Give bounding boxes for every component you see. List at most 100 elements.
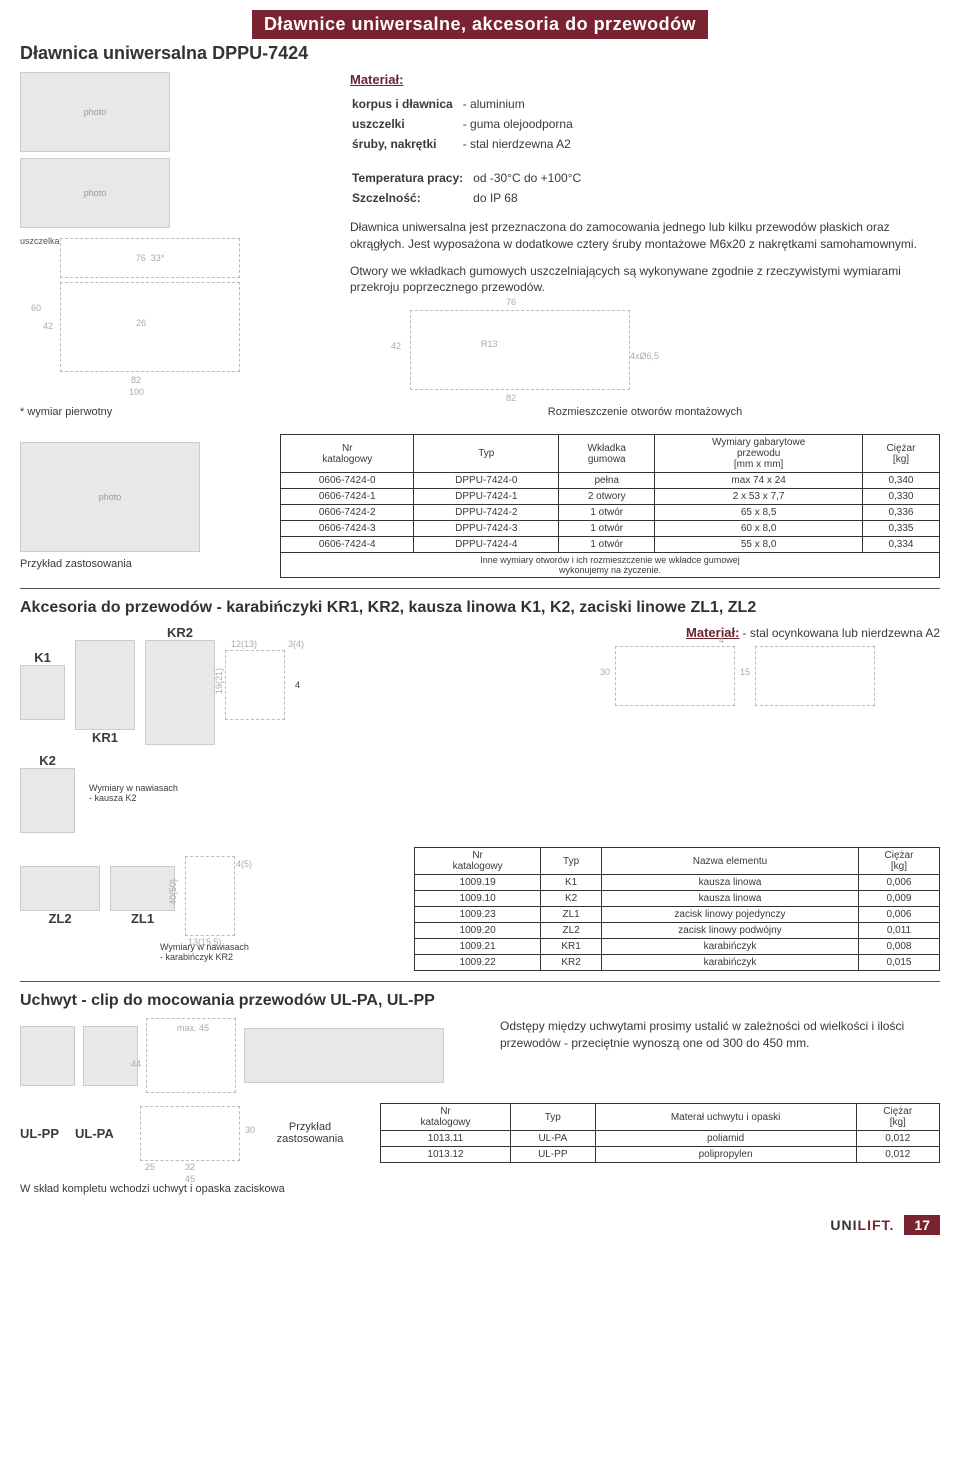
sec1-table-wrap: Nr katalogowy Typ Wkładka gumowa Wymiary… — [280, 434, 940, 578]
table-cell: 2 x 53 x 7,7 — [655, 489, 863, 505]
dim-26: 26 — [136, 318, 146, 328]
material-label: Materiał: — [350, 72, 940, 87]
table-cell: 1 otwór — [559, 505, 655, 521]
sec3-table-wrap: Nr katalogowy Typ Materał uchwytu i opas… — [380, 1103, 940, 1163]
dim-30c: 30 — [245, 1125, 255, 1135]
table-cell: max 74 x 24 — [655, 473, 863, 489]
table-cell: 1009.19 — [415, 875, 541, 891]
lbl-kr1: KR1 — [75, 730, 135, 745]
diagram-zl1: 30 4 — [615, 646, 735, 706]
table-cell: DPPU-7424-2 — [414, 505, 559, 521]
photo-zl1 — [110, 866, 175, 911]
dim-r13: R13 — [481, 339, 498, 349]
table-cell: 1 otwór — [559, 537, 655, 553]
dim-30: 30 — [600, 667, 610, 677]
dim-60: 60 — [31, 303, 41, 313]
diagram-kausza: 12(13) 3(4) 19(21) — [225, 650, 285, 720]
table-cell: K1 — [541, 875, 602, 891]
table-cell: KR2 — [541, 955, 602, 971]
table-cell: 0606-7424-1 — [281, 489, 414, 505]
temp-value: od -30°C do +100°C — [473, 169, 589, 187]
szcz-value: do IP 68 — [473, 189, 589, 207]
table-cell: poliamid — [595, 1131, 856, 1147]
temp-table: Temperatura pracy:od -30°C do +100°C Szc… — [350, 167, 591, 209]
table-cell: 0,336 — [862, 505, 939, 521]
sec2-right: Materiał: - stal ocynkowana lub nierdzew… — [550, 625, 940, 706]
lbl-zl1: ZL1 — [110, 911, 175, 926]
sec3-przyklad: Przykład zastosowania — [250, 1121, 370, 1145]
mat-r1c0: uszczelki — [352, 115, 461, 133]
dim-max45: max. 45 — [177, 1023, 209, 1033]
sec2-bottom-left: ZL2 ZL1 40(50) 4(5) 13(15,5) Wymiary w n… — [20, 856, 400, 962]
table-row: 0606-7424-1DPPU-7424-12 otwory2 x 53 x 7… — [281, 489, 940, 505]
table-row: 1009.21KR1karabińczyk0,008 — [415, 939, 940, 955]
lbl-zl2: ZL2 — [20, 911, 100, 926]
dim-45k: 4(5) — [236, 859, 252, 869]
photo-k2 — [20, 768, 75, 833]
sec1-right: Materiał: korpus i dławnica- aluminium u… — [350, 72, 940, 426]
table-cell: 0,009 — [858, 891, 939, 907]
table-cell: DPPU-7424-3 — [414, 521, 559, 537]
sec3-title: Uchwyt - clip do mocowania przewodów UL-… — [20, 992, 940, 1010]
mat-r2c1: - stal nierdzewna A2 — [463, 135, 581, 153]
diagram-clip-dims: 25 32 45 30 — [140, 1106, 240, 1161]
photo-kr1 — [75, 640, 135, 730]
t2h0: Nr katalogowy — [415, 848, 541, 875]
section-clips: Uchwyt - clip do mocowania przewodów UL-… — [20, 992, 940, 1205]
header-banner-wrap: Dławnice uniwersalne, akcesoria do przew… — [20, 10, 940, 39]
table-cell: 0,011 — [858, 923, 939, 939]
sec3-labels: UL-PP UL-PA — [20, 1126, 130, 1141]
table-cell: DPPU-7424-1 — [414, 489, 559, 505]
table-row: 1009.20ZL2zacisk linowy podwójny0,011 — [415, 923, 940, 939]
table-cell: DPPU-7424-0 — [414, 473, 559, 489]
material-table: korpus i dławnica- aluminium uszczelki- … — [350, 93, 583, 155]
table-cell: 1009.20 — [415, 923, 541, 939]
table-cell: 0606-7424-0 — [281, 473, 414, 489]
t1h4: Ciężar [kg] — [862, 435, 939, 473]
diagram-clip1: max. 45 44 — [146, 1018, 236, 1093]
dim-34: 3(4) — [288, 639, 304, 649]
dim-ang: 4xØ6,5 — [630, 351, 659, 361]
t1h2: Wkładka gumowa — [559, 435, 655, 473]
table-cell: 65 x 8,5 — [655, 505, 863, 521]
table-cell: 1009.22 — [415, 955, 541, 971]
photo-ulpa — [83, 1026, 138, 1086]
t1h0: Nr katalogowy — [281, 435, 414, 473]
sec1-desc1: Dławnica uniwersalna jest przeznaczona d… — [350, 219, 940, 253]
diagram-zl2: 15 — [755, 646, 875, 706]
t3h0: Nr katalogowy — [381, 1104, 511, 1131]
diagram-mount: 76 42 R13 4xØ6,5 82 — [410, 310, 630, 390]
t2h3: Ciężar [kg] — [858, 848, 939, 875]
dim-25: 25 — [145, 1162, 155, 1172]
table-cell: ZL1 — [541, 907, 602, 923]
table-cell: 0,330 — [862, 489, 939, 505]
photo-k1 — [20, 665, 65, 720]
przyklad-label: Przykład zastosowania — [20, 558, 280, 570]
dim-76b: 76 — [506, 297, 516, 307]
logo-lift: LIFT — [858, 1217, 890, 1233]
mat-r2c0: śruby, nakrętki — [352, 135, 461, 153]
dim-76a: 76 — [136, 253, 146, 263]
sec1-left: photo photo uszczelka 76 33* 60 42 26 82… — [20, 72, 350, 426]
table-row: 1009.19K1kausza linowa0,006 — [415, 875, 940, 891]
table-cell: 1009.21 — [415, 939, 541, 955]
t1h3: Wymiary gabarytowe przewodu [mm x mm] — [655, 435, 863, 473]
section-dppu: Dławnica uniwersalna DPPU-7424 photo pho… — [20, 43, 940, 589]
szcz-label: Szczelność: — [352, 189, 471, 207]
table-cell: 0,008 — [858, 939, 939, 955]
table-cell: K2 — [541, 891, 602, 907]
table-row: 1013.12UL-PPpolipropylen0,012 — [381, 1147, 940, 1163]
photo-kr2 — [145, 640, 215, 745]
sec2-mat-value: - stal ocynkowana lub nierdzewna A2 — [743, 626, 940, 640]
sec1-example-col: photo Przykład zastosowania — [20, 442, 280, 570]
table-row: 1013.11UL-PApoliamid0,012 — [381, 1131, 940, 1147]
t3h3: Ciężar [kg] — [856, 1104, 939, 1131]
photo-dppu-gaskets: photo — [20, 158, 170, 228]
table-cell: karabińczyk — [602, 939, 859, 955]
table-cell: DPPU-7424-4 — [414, 537, 559, 553]
table-row: 0606-7424-0DPPU-7424-0pełnamax 74 x 240,… — [281, 473, 940, 489]
table-cell: 0606-7424-4 — [281, 537, 414, 553]
table-row: 0606-7424-4DPPU-7424-41 otwór55 x 8,00,3… — [281, 537, 940, 553]
primary-dim-note: * wymiar pierwotny — [20, 406, 350, 418]
table-cell: zacisk linowy podwójny — [602, 923, 859, 939]
